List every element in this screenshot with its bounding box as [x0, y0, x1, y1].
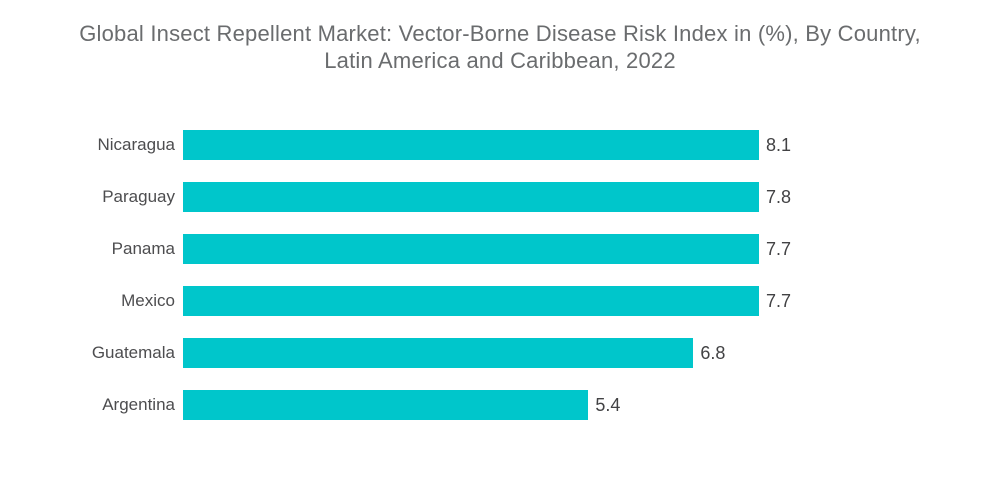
bar-row-nicaragua: Nicaragua 8.1 — [0, 119, 1000, 171]
bar-argentina — [183, 390, 589, 420]
bar-track: 5.4 — [183, 390, 791, 420]
bar-track: 7.8 — [183, 182, 791, 212]
bar-guatemala — [183, 338, 694, 368]
chart-title: Global Insect Repellent Market: Vector-B… — [0, 0, 1000, 74]
value-label-nicaragua: 8.1 — [765, 134, 791, 155]
bar-track: 6.8 — [183, 338, 791, 368]
bar-row-paraguay: Paraguay 7.8 — [0, 171, 1000, 223]
bar-paraguay — [183, 182, 759, 212]
bar-track: 8.1 — [183, 130, 791, 160]
bar-chart: Nicaragua 8.1 Paraguay 7.8 Panama 7.7 Me… — [0, 119, 1000, 431]
value-label-argentina: 5.4 — [595, 394, 621, 415]
bar-panama — [183, 234, 759, 264]
value-label-mexico: 7.7 — [765, 290, 791, 311]
bar-row-guatemala: Guatemala 6.8 — [0, 327, 1000, 379]
value-label-guatemala: 6.8 — [700, 342, 726, 363]
value-label-paraguay: 7.8 — [765, 186, 791, 207]
chart-title-line-2: Latin America and Caribbean, 2022 — [324, 48, 676, 73]
bar-mexico — [183, 286, 759, 316]
category-label-mexico: Mexico — [121, 291, 175, 310]
chart-title-line-1: Global Insect Repellent Market: Vector-B… — [79, 21, 921, 46]
category-label-paraguay: Paraguay — [102, 187, 175, 206]
bar-row-panama: Panama 7.7 — [0, 223, 1000, 275]
bar-track: 7.7 — [183, 286, 791, 316]
bar-nicaragua — [183, 130, 759, 160]
bar-row-mexico: Mexico 7.7 — [0, 275, 1000, 327]
category-label-nicaragua: Nicaragua — [97, 135, 176, 154]
bar-row-argentina: Argentina 5.4 — [0, 379, 1000, 431]
bar-track: 7.7 — [183, 234, 791, 264]
category-label-argentina: Argentina — [102, 395, 175, 414]
value-label-panama: 7.7 — [765, 238, 791, 259]
category-label-guatemala: Guatemala — [91, 343, 175, 362]
category-label-panama: Panama — [111, 239, 175, 258]
